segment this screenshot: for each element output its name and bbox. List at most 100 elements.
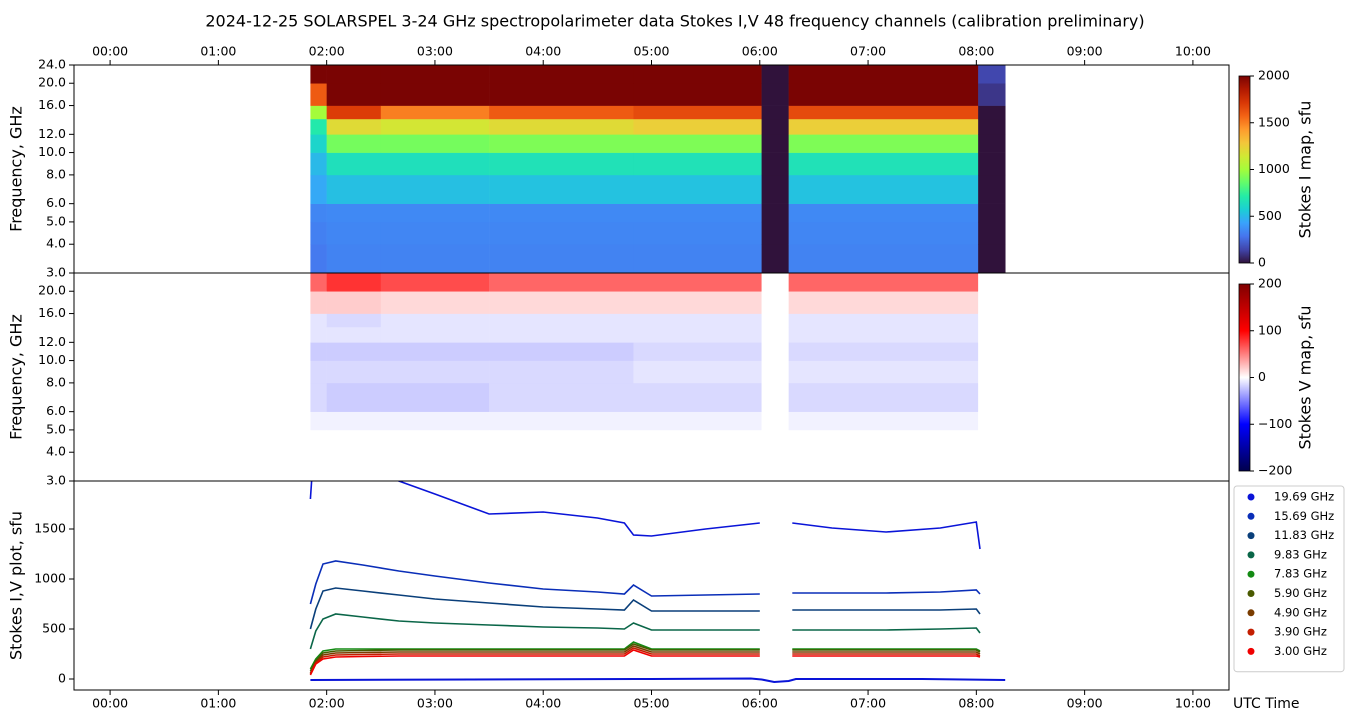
- y-tick-label: 24.0: [38, 57, 66, 72]
- legend-marker: [1247, 590, 1255, 597]
- legend-marker: [1247, 628, 1255, 636]
- heatmap-cell: [761, 118, 789, 135]
- heatmap-cell: [310, 342, 327, 361]
- heatmap-cell: [380, 452, 490, 482]
- heatmap-cell: [761, 174, 789, 204]
- heatmap-cell: [788, 411, 979, 431]
- heatmap-cell: [326, 411, 382, 431]
- legend-marker: [1247, 551, 1255, 559]
- x-tick-label: 01:00: [200, 44, 236, 59]
- heatmap-cell: [761, 83, 789, 106]
- heatmap-cell: [633, 65, 762, 84]
- heatmap-cell: [310, 291, 327, 314]
- heatmap-cell: [326, 342, 382, 361]
- heatmap-cell: [310, 244, 327, 274]
- heatmap-cell: [326, 152, 382, 176]
- y-tick-label: 1500: [34, 521, 66, 536]
- legend-box: [1233, 485, 1345, 673]
- legend-marker: [1247, 512, 1255, 520]
- x-tick-label: 10:00: [1175, 696, 1211, 711]
- heatmap-cell: [489, 152, 634, 176]
- heatmap-cell: [633, 174, 762, 204]
- x-tick-label: 02:00: [309, 696, 345, 711]
- heatmap-cell: [310, 65, 327, 84]
- x-tick-label: 02:00: [309, 44, 345, 59]
- x-tick-label: 08:00: [958, 44, 994, 59]
- heatmap-cell: [326, 118, 382, 135]
- heatmap-cell: [489, 291, 634, 314]
- colorbar-tick-label: 2000: [1258, 68, 1290, 83]
- x-tick-label: 00:00: [92, 696, 128, 711]
- heatmap-cell: [380, 411, 490, 431]
- heatmap-cell: [761, 152, 789, 176]
- heatmap-cell: [310, 326, 327, 343]
- line-series: [309, 649, 981, 676]
- heatmap-cell: [788, 326, 979, 343]
- heatmap-cell: [761, 382, 789, 412]
- x-tick-label: 03:00: [417, 696, 453, 711]
- heatmap-cell: [310, 313, 327, 328]
- heatmap-cell: [489, 105, 634, 120]
- heatmap-cell: [761, 105, 789, 120]
- heatmap-cell: [788, 118, 979, 135]
- heatmap-cell: [978, 83, 1006, 106]
- heatmap-cell: [761, 65, 789, 84]
- heatmap-cell: [380, 105, 490, 120]
- heatmap-cell: [633, 273, 762, 292]
- heatmap-cell: [978, 203, 1006, 223]
- heatmap-cell: [310, 118, 327, 135]
- heatmap-cell: [489, 273, 634, 292]
- heatmap-cell: [761, 203, 789, 223]
- heatmap-cell: [761, 360, 789, 384]
- legend-marker: [1247, 570, 1255, 578]
- y-tick-label: 10.0: [38, 144, 66, 159]
- x-tick-label: 07:00: [850, 696, 886, 711]
- line-series: [309, 560, 981, 605]
- heatmap-cell: [489, 429, 634, 453]
- heatmap-cell: [761, 221, 789, 245]
- heatmap-cell: [489, 221, 634, 245]
- y-tick-label: 16.0: [38, 97, 66, 112]
- heatmap-cell: [788, 452, 979, 482]
- heatmap-cell: [761, 342, 789, 361]
- heatmap-cell: [310, 134, 327, 153]
- heatmap-cell: [326, 291, 382, 314]
- heatmap-cell: [633, 452, 762, 482]
- heatmap-cell: [380, 342, 490, 361]
- heatmap-cell: [978, 291, 1006, 314]
- heatmap-cell: [788, 313, 979, 328]
- line-series: [310, 677, 1006, 684]
- heatmap-cell: [380, 326, 490, 343]
- heatmap-cell: [380, 174, 490, 204]
- legend-label: 3.90 GHz: [1274, 625, 1327, 639]
- y-axis-label: Frequency, GHz: [7, 314, 26, 440]
- legend-label: 7.83 GHz: [1274, 567, 1327, 581]
- heatmap-cell: [310, 203, 327, 223]
- legend-label: 15.69 GHz: [1274, 509, 1334, 523]
- heatmap-cell: [788, 273, 979, 292]
- heatmap-cell: [978, 429, 1006, 453]
- heatmap-cell: [633, 152, 762, 176]
- heatmap-cell: [310, 221, 327, 245]
- line-series: [309, 643, 981, 672]
- colorbar-tick-label: 1000: [1258, 161, 1290, 176]
- heatmap-cell: [788, 105, 979, 120]
- y-tick-label: 6.0: [46, 403, 66, 418]
- heatmap-cell: [633, 118, 762, 135]
- heatmap-cell: [489, 382, 634, 412]
- legend-label: 3.00 GHz: [1274, 644, 1327, 658]
- heatmap-cell: [326, 174, 382, 204]
- heatmap-cell: [788, 382, 979, 412]
- heatmap-cell: [633, 105, 762, 120]
- heatmap-cell: [326, 429, 382, 453]
- heatmap-cell: [633, 342, 762, 361]
- heatmap-cell: [380, 134, 490, 153]
- heatmap-cell: [310, 429, 327, 453]
- heatmap-cell: [633, 326, 762, 343]
- y-tick-label: 3.0: [46, 473, 66, 488]
- heatmap-cell: [380, 313, 490, 328]
- heatmap-cell: [310, 83, 327, 106]
- heatmap-cell: [310, 174, 327, 204]
- heatmap-cell: [489, 244, 634, 274]
- heatmap-cell: [788, 244, 979, 274]
